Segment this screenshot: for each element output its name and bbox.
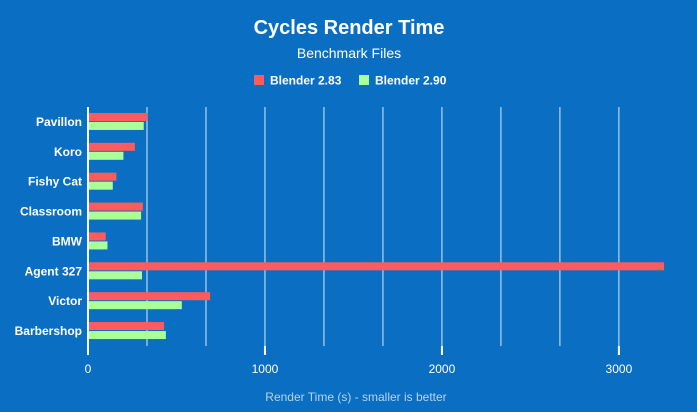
bar-pavillon-blender-2-90	[88, 121, 144, 130]
bar-fishy-cat-blender-2-90	[88, 181, 113, 190]
legend-label-blender-290: Blender 2.90	[375, 74, 447, 88]
legend-swatch-blender-283	[254, 75, 264, 85]
bar-koro-blender-2-90	[88, 151, 124, 160]
bar-victor-blender-2-83	[88, 292, 211, 301]
category-label-fishy-cat: Fishy Cat	[28, 175, 82, 189]
bar-classroom-blender-2-90	[88, 211, 142, 220]
category-label-classroom: Classroom	[20, 205, 82, 219]
bar-agent-327-blender-2-90	[88, 271, 142, 280]
category-label-barbershop: Barbershop	[15, 324, 82, 338]
bar-agent-327-blender-2-83	[88, 262, 665, 271]
bar-fishy-cat-blender-2-83	[88, 172, 117, 181]
x-tick-label: 2000	[429, 362, 456, 376]
legend: Blender 2.83 Blender 2.90	[254, 74, 447, 88]
bar-barbershop-blender-2-90	[88, 331, 166, 340]
category-label-koro: Koro	[54, 145, 82, 159]
bar-pavillon-blender-2-83	[88, 112, 148, 121]
chart-title: Cycles Render Time	[254, 17, 445, 39]
bar-bmw-blender-2-90	[88, 241, 108, 250]
category-label-agent-327: Agent 327	[25, 264, 83, 278]
x-axis-title: Render Time (s) - smaller is better	[265, 390, 446, 404]
gridlines	[146, 107, 620, 346]
category-label-pavillon: Pavillon	[36, 115, 82, 129]
tick-labels: 0 1000 2000 3000	[85, 346, 633, 376]
bar-koro-blender-2-83	[88, 142, 135, 151]
bars	[88, 112, 665, 340]
bar-barbershop-blender-2-83	[88, 322, 165, 331]
category-label-bmw: BMW	[52, 234, 83, 248]
legend-label-blender-283: Blender 2.83	[270, 74, 342, 88]
bar-victor-blender-2-90	[88, 301, 182, 310]
category-labels: Pavillon Koro Fishy Cat Classroom BMW Agent 3…	[15, 115, 83, 338]
x-tick-label: 1000	[252, 362, 279, 376]
chart-subtitle: Benchmark Files	[297, 45, 401, 61]
legend-swatch-blender-290	[359, 75, 369, 85]
bar-classroom-blender-2-83	[88, 202, 143, 211]
x-tick-label: 3000	[606, 362, 633, 376]
category-label-victor: Victor	[48, 294, 82, 308]
x-tick-label: 0	[85, 362, 92, 376]
bar-bmw-blender-2-83	[88, 232, 106, 241]
